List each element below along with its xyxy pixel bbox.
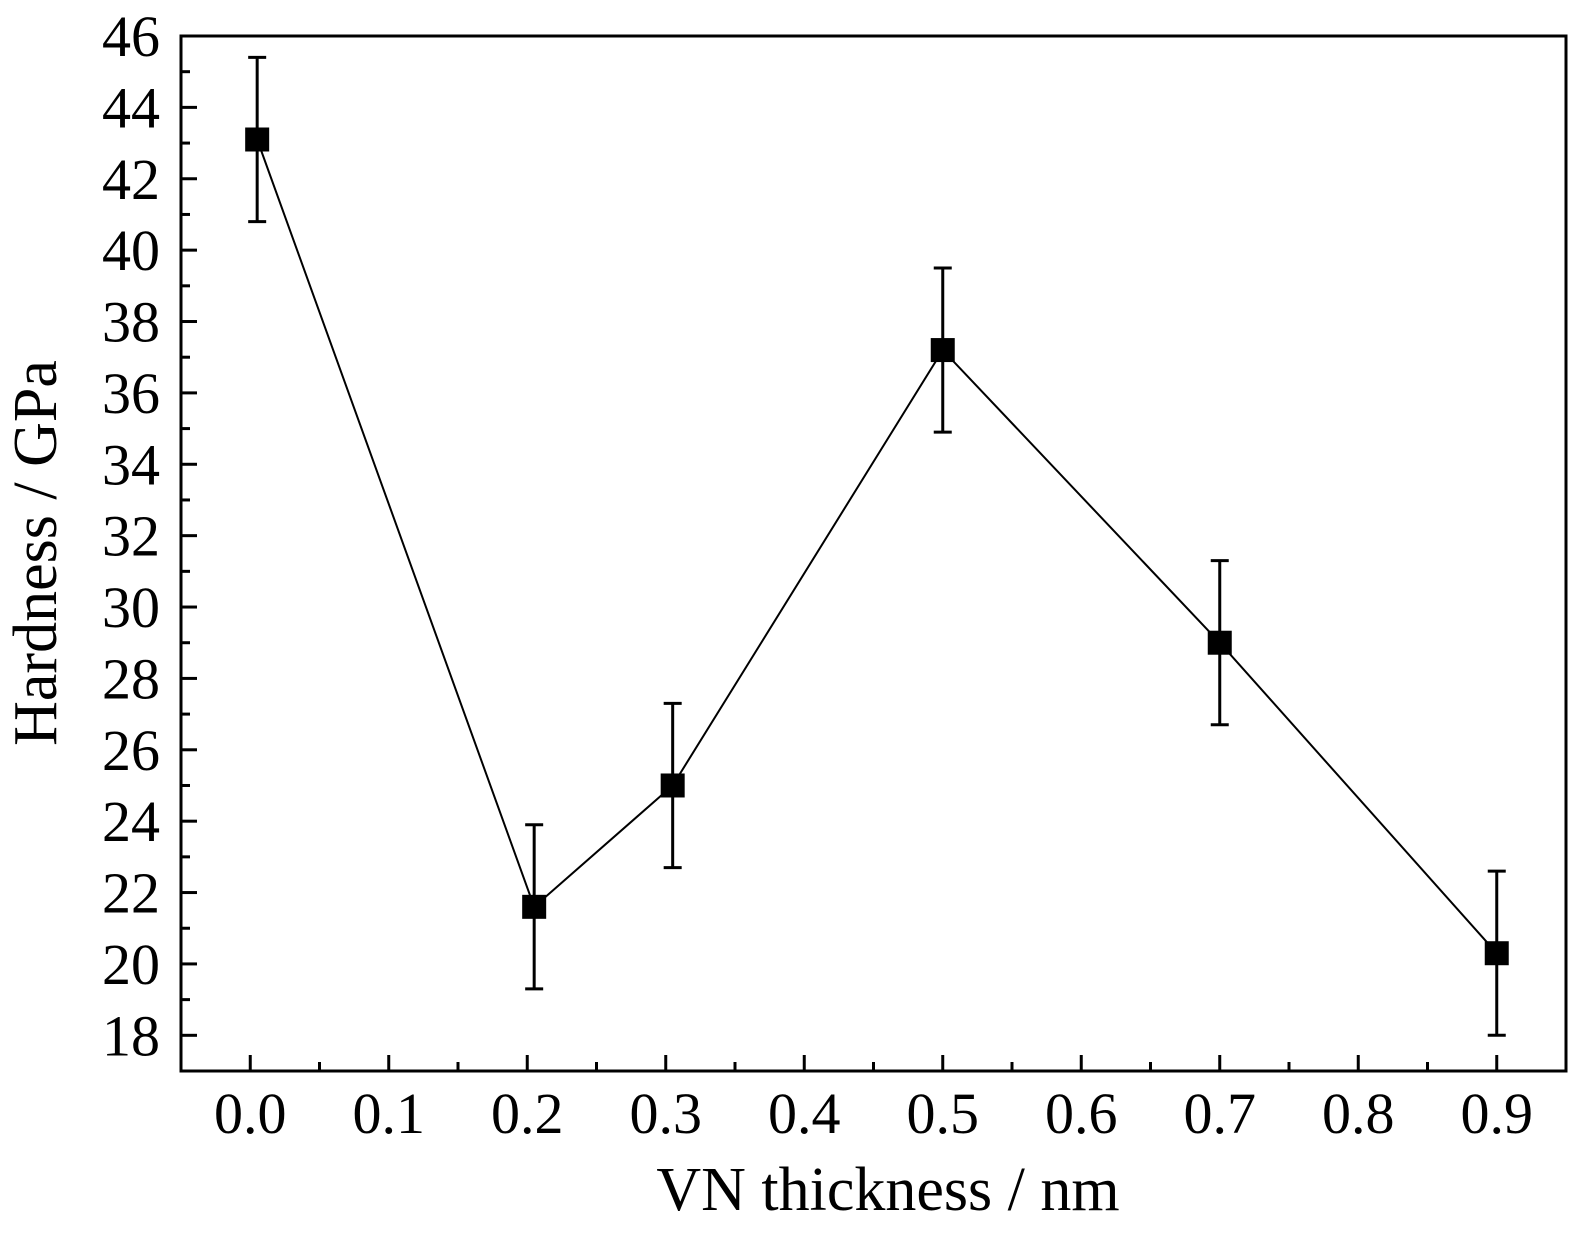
- data-point: [522, 894, 547, 919]
- data-point: [1207, 630, 1232, 655]
- plot-frame: [179, 34, 1568, 1073]
- y-tick-label: 44: [102, 75, 160, 140]
- y-tick-label: 26: [102, 718, 160, 783]
- y-tick-label: 30: [102, 575, 160, 640]
- series-line-group: [256, 139, 1498, 954]
- y-tick-label: 46: [102, 4, 160, 69]
- y-tick-label: 32: [102, 504, 160, 569]
- data-point: [1484, 941, 1509, 966]
- x-tick-label: 0.9: [1461, 1081, 1534, 1146]
- x-tick-label: 0.1: [353, 1081, 426, 1146]
- x-tick-label: 0.0: [214, 1081, 287, 1146]
- y-tick-label: 40: [102, 218, 160, 283]
- y-tick-label: 38: [102, 290, 160, 355]
- y-tick-label: 20: [102, 932, 160, 997]
- y-axis-title: Hardness / GPa: [2, 360, 70, 746]
- data-point: [930, 338, 955, 363]
- x-axis-tick-labels: 0.0 0.1 0.2 0.3 0.4 0.5 0.6 0.7 0.8 0.9: [214, 1081, 1533, 1146]
- y-tick-label: 36: [102, 361, 160, 426]
- x-tick-label: 0.5: [907, 1081, 980, 1146]
- data-point: [245, 127, 270, 152]
- x-tick-label: 0.3: [630, 1081, 703, 1146]
- x-axis-ticks: [248, 1055, 1499, 1071]
- error-bars-group: [248, 55, 1506, 1037]
- y-tick-label: 42: [102, 147, 160, 212]
- x-tick-label: 0.8: [1322, 1081, 1395, 1146]
- x-axis-title: VN thickness / nm: [656, 1156, 1119, 1224]
- y-tick-label: 34: [102, 432, 160, 497]
- y-tick-label: 28: [102, 646, 160, 711]
- y-tick-label: 24: [102, 789, 160, 854]
- x-tick-label: 0.2: [491, 1081, 564, 1146]
- markers-group: [245, 127, 1509, 966]
- y-tick-label: 22: [102, 861, 160, 926]
- x-tick-label: 0.4: [768, 1081, 841, 1146]
- series-line: [256, 139, 1498, 954]
- x-tick-label: 0.7: [1184, 1081, 1257, 1146]
- data-point: [660, 773, 685, 798]
- y-axis-ticks: [181, 34, 197, 1037]
- x-tick-label: 0.6: [1045, 1081, 1118, 1146]
- y-tick-label: 18: [102, 1003, 160, 1068]
